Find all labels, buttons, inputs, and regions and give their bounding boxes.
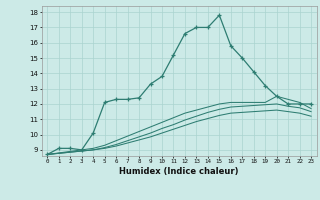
X-axis label: Humidex (Indice chaleur): Humidex (Indice chaleur) <box>119 167 239 176</box>
